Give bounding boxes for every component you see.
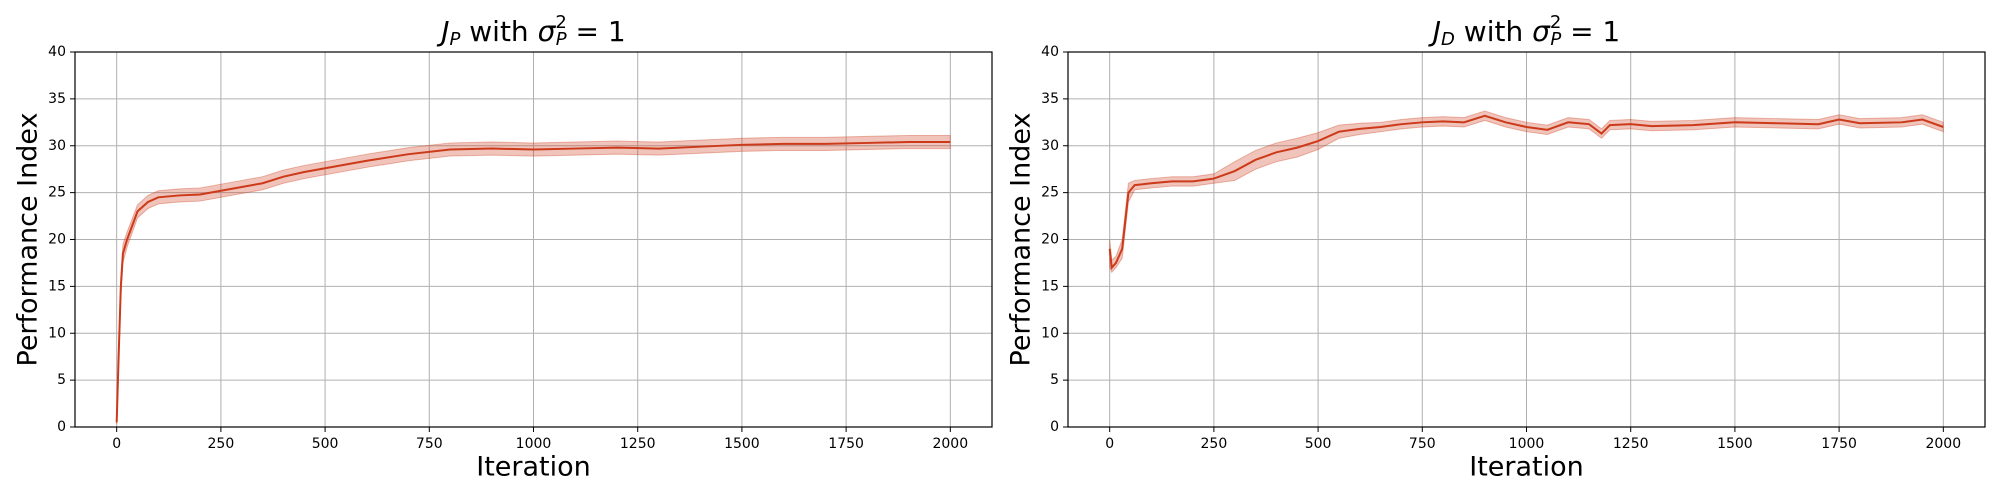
x-tick-label: 1750 (828, 436, 864, 452)
y-tick-label: 20 (1041, 232, 1059, 248)
y-tick-label: 40 (48, 44, 66, 60)
title-part: = 1 (1561, 15, 1620, 48)
title-part: σ (1532, 15, 1551, 48)
y-tick-label: 15 (1041, 278, 1059, 294)
y-tick-label: 35 (1041, 91, 1059, 107)
x-tick-label: 500 (1305, 436, 1332, 452)
y-tick-label: 25 (48, 185, 66, 201)
plot-frame (1067, 51, 1986, 428)
y-tick-label: 5 (57, 372, 66, 388)
x-tick-label: 750 (1409, 436, 1436, 452)
x-tick-label: 2000 (932, 436, 968, 452)
line (1108, 114, 1944, 270)
y-tick-label: 10 (1041, 325, 1059, 341)
x-tick-label: 1500 (724, 436, 760, 452)
x-tick-label: 500 (312, 436, 339, 452)
y-tick-label: 10 (48, 325, 66, 341)
x-tick-label: 1500 (1717, 436, 1753, 452)
line (115, 141, 951, 423)
y-axis-label: Performance Index (13, 112, 44, 366)
x-axis-label: Iteration (1469, 452, 1584, 483)
x-tick-label: 0 (1105, 436, 1114, 452)
y-tick-label: 0 (57, 419, 66, 435)
y-tick-label: 0 (1050, 419, 1059, 435)
title-part: 2 (1550, 12, 1561, 33)
x-tick-label: 750 (416, 436, 443, 452)
y-tick-label: 40 (1041, 44, 1059, 60)
title-part: σ (538, 15, 557, 48)
y-tick-label: 35 (48, 91, 66, 107)
panel: 0 5 10 15 20 25 30 35 40 0 250 500 750 1000 1250 1500 17… (13, 12, 993, 483)
x-axis-label: Iteration (476, 452, 591, 483)
x-tick-label: 1250 (620, 436, 656, 452)
panel: 0 5 10 15 20 25 30 35 40 0 250 500 750 1000 1250 1500 17… (1006, 12, 1986, 483)
y-tick-label: 20 (48, 232, 66, 248)
title-part: J (436, 15, 449, 48)
x-tick-label: 250 (1201, 436, 1228, 452)
title-part: P (450, 29, 461, 50)
x-tick-label: 2000 (1925, 436, 1961, 452)
y-tick-label: 5 (1050, 372, 1059, 388)
title-part: 2 (555, 12, 566, 33)
title-part: = 1 (567, 15, 626, 48)
confidence-band (116, 134, 951, 425)
y-tick-label: 30 (1041, 138, 1059, 154)
x-tick-label: 1750 (1821, 436, 1857, 452)
x-tick-label: 250 (208, 436, 235, 452)
title-part: J (1428, 15, 1441, 48)
title-part: P (556, 29, 567, 50)
y-tick-label: 30 (48, 138, 66, 154)
title-part: with (460, 15, 537, 48)
x-tick-label: 0 (112, 436, 121, 452)
title-part: P (1550, 29, 1561, 50)
confidence-band (1109, 110, 1944, 274)
title-part: with (1455, 15, 1532, 48)
y-tick-label: 15 (48, 278, 66, 294)
chart-title: JP with σ2 P = 1 (436, 12, 625, 50)
x-tick-label: 1000 (516, 436, 552, 452)
x-tick-label: 1000 (1509, 436, 1545, 452)
y-tick-label: 25 (1041, 185, 1059, 201)
title-part: D (1441, 29, 1455, 50)
y-axis-label: Performance Index (1006, 112, 1037, 366)
plot-frame (74, 51, 993, 428)
x-tick-label: 1250 (1613, 436, 1649, 452)
chart-title: JD with σ2 P = 1 (1428, 12, 1621, 50)
